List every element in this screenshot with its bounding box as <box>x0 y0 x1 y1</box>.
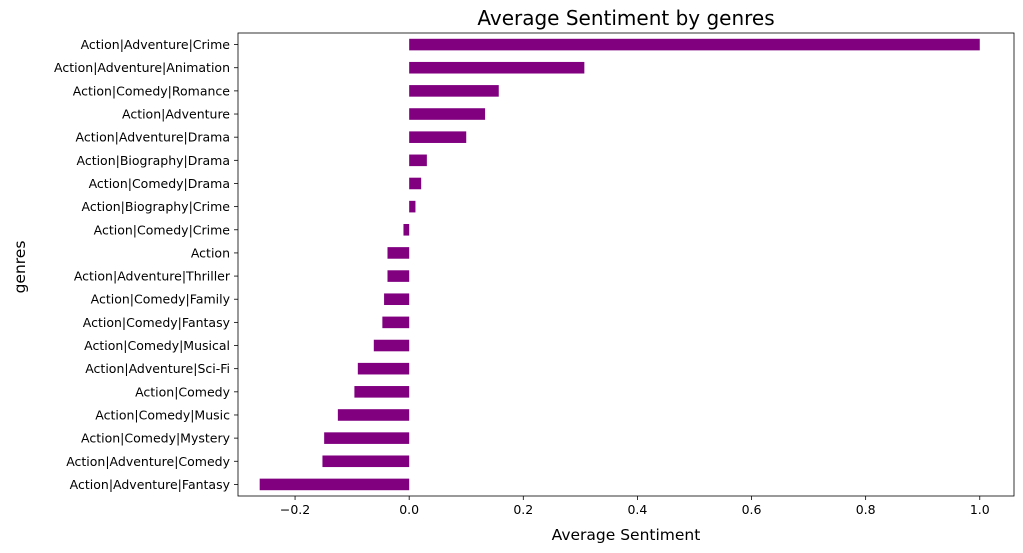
bar <box>373 339 410 352</box>
y-tick-label: Action|Adventure|Fantasy <box>70 477 231 492</box>
bar <box>387 247 410 259</box>
bar <box>354 386 410 398</box>
bar <box>387 270 410 282</box>
bar <box>409 108 486 120</box>
bar <box>409 61 585 74</box>
x-tick-label: 1.0 <box>970 502 990 517</box>
y-tick-label: Action|Adventure|Sci-Fi <box>85 361 230 376</box>
chart-title: Average Sentiment by genres <box>477 6 774 30</box>
y-tick-label: Action|Comedy <box>135 384 231 399</box>
y-tick-label: Action|Comedy|Family <box>91 292 231 307</box>
x-tick-label: 0.4 <box>627 502 647 517</box>
x-tick-label: 0.0 <box>399 502 419 517</box>
y-tick-label: Action|Adventure|Comedy <box>66 454 230 469</box>
y-tick-label: Action|Comedy|Mystery <box>81 431 231 446</box>
bar <box>409 200 416 213</box>
x-tick-label: 0.6 <box>742 502 762 517</box>
y-tick-label: Action|Adventure <box>122 107 230 122</box>
x-tick-label: 0.2 <box>513 502 533 517</box>
x-tick-label: 0.8 <box>856 502 876 517</box>
y-tick-label: Action|Biography|Drama <box>76 153 230 168</box>
bar <box>357 362 410 375</box>
bar <box>409 38 980 51</box>
bar <box>382 316 410 329</box>
y-tick-label: Action|Adventure|Crime <box>81 37 231 52</box>
y-tick-label: Action|Comedy|Romance <box>73 83 231 98</box>
y-tick-label: Action|Biography|Crime <box>82 199 231 214</box>
bar <box>409 85 499 97</box>
y-tick-label: Action <box>191 245 230 260</box>
bar <box>384 293 410 306</box>
y-tick-label: Action|Comedy|Music <box>95 407 230 422</box>
plot-frame <box>237 32 1015 497</box>
bar <box>403 223 410 236</box>
y-axis-label: genres <box>11 241 29 294</box>
y-tick-label: Action|Adventure|Animation <box>54 60 230 75</box>
x-axis-label: Average Sentiment <box>552 526 701 544</box>
y-tick-label: Action|Comedy|Musical <box>84 338 230 353</box>
y-tick-label: Action|Comedy|Fantasy <box>83 315 231 330</box>
plot-area: Action|Adventure|Crime Action|Adventure|A… <box>54 32 1015 517</box>
bar <box>409 131 467 143</box>
bar <box>337 409 410 421</box>
bar <box>259 478 410 491</box>
y-tick-label: Action|Comedy|Crime <box>94 222 231 237</box>
bar <box>409 177 422 190</box>
y-tick-label: Action|Adventure|Drama <box>76 130 231 145</box>
y-tick-label: Action|Comedy|Drama <box>89 176 230 191</box>
bar <box>324 432 410 444</box>
y-tick-label: Action|Adventure|Thriller <box>74 269 231 284</box>
bar <box>322 455 410 468</box>
bar <box>409 154 427 167</box>
x-tick-label: −0.2 <box>280 502 310 517</box>
